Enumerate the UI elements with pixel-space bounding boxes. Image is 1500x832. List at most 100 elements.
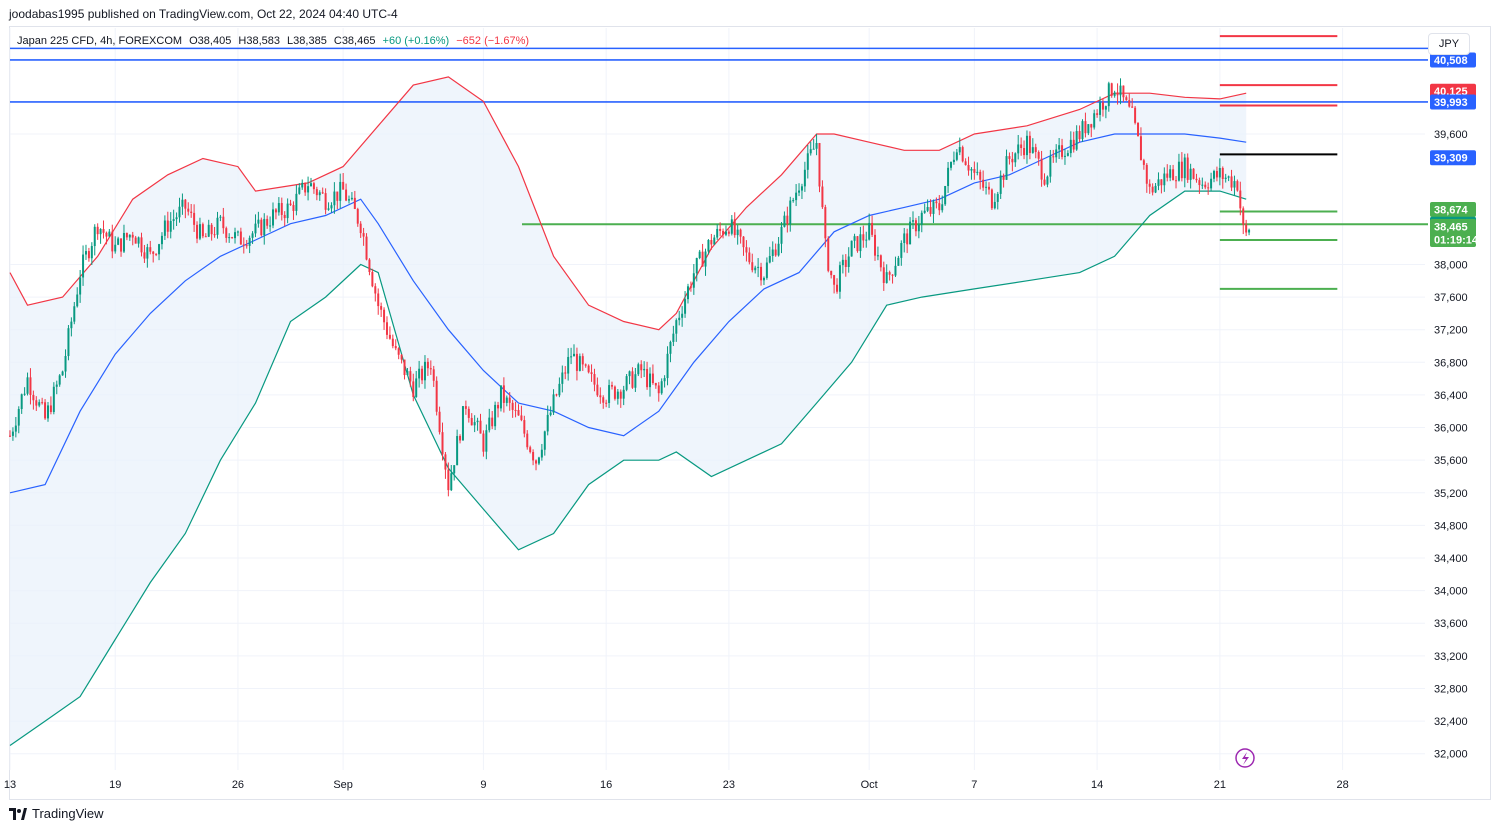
candle-body: [1145, 164, 1148, 184]
candle-body: [955, 152, 958, 160]
candle-body: [1113, 92, 1116, 96]
candle-body: [347, 199, 350, 201]
candle-body: [1186, 157, 1189, 180]
candle-body: [903, 233, 906, 244]
candle-body: [970, 169, 973, 171]
price-tag: [1430, 219, 1476, 248]
candle-body: [1075, 131, 1078, 150]
candle-body: [783, 215, 786, 227]
candle-body: [570, 356, 573, 358]
candle-body: [79, 277, 82, 295]
candle-body: [1236, 181, 1239, 191]
candle-body: [836, 284, 839, 292]
candle-body: [748, 252, 751, 263]
candle-body: [1055, 149, 1058, 158]
candle-body: [838, 265, 841, 292]
candle-body: [616, 391, 619, 399]
candle-body: [508, 397, 511, 403]
candle-body: [830, 270, 833, 276]
candle-body: [225, 228, 228, 238]
candle-body: [1090, 124, 1093, 128]
candle-body: [406, 371, 409, 376]
candle-body: [76, 294, 79, 307]
candle-body: [882, 267, 885, 283]
candle-body: [380, 306, 383, 310]
candle-body: [23, 393, 26, 395]
x-tick-label: 7: [971, 779, 977, 791]
candle-body: [1107, 83, 1110, 107]
candle-body: [1023, 148, 1026, 156]
candle-body: [120, 238, 123, 252]
countdown-label: 01:19:14: [1434, 235, 1479, 247]
candle-body: [207, 224, 210, 237]
candle-body: [558, 383, 561, 396]
tradingview-logo[interactable]: TradingView: [9, 806, 104, 821]
candle-body: [307, 186, 310, 193]
candle-body: [29, 377, 32, 395]
candle-body: [365, 236, 368, 260]
candle-body: [93, 226, 96, 247]
candle-body: [122, 232, 125, 252]
candle-body: [1239, 190, 1242, 209]
candle-body: [567, 356, 570, 374]
candle-body: [1049, 156, 1052, 177]
currency-button[interactable]: JPY: [1428, 33, 1470, 55]
candle-body: [1163, 173, 1166, 186]
candle-body: [672, 333, 675, 342]
candle-body: [58, 375, 61, 385]
candle-body: [327, 208, 330, 210]
candle-body: [426, 361, 429, 369]
candle-body: [371, 272, 374, 287]
candle-body: [958, 147, 961, 153]
candle-body: [985, 186, 988, 188]
candle-body: [874, 234, 877, 256]
candle-body: [456, 436, 459, 466]
candle-body: [727, 231, 730, 234]
candle-body: [239, 231, 242, 245]
candle-body: [196, 224, 199, 239]
candle-body: [990, 189, 993, 209]
candle-body: [1093, 113, 1096, 128]
candle-body: [497, 404, 500, 409]
candle-body: [894, 265, 897, 276]
candle-body: [660, 381, 663, 394]
lightning-icon[interactable]: [1235, 748, 1255, 768]
candle-body: [707, 240, 710, 252]
candle-body: [605, 402, 608, 404]
x-tick-label: 19: [109, 779, 121, 791]
candle-body: [631, 371, 634, 388]
candle-body: [269, 225, 272, 227]
candle-body: [800, 186, 803, 191]
candle-body: [231, 237, 234, 239]
candle-body: [1215, 171, 1218, 178]
candle-body: [111, 231, 114, 252]
candle-body: [815, 143, 818, 149]
candle-body: [809, 149, 812, 154]
candle-body: [1128, 100, 1131, 107]
y-tick-label: 32,800: [1434, 683, 1468, 695]
price-tag-label: 39,309: [1434, 153, 1468, 165]
candle-body: [415, 378, 418, 398]
candle-body: [803, 169, 806, 187]
candle-body: [61, 371, 64, 376]
candle-body: [134, 237, 137, 244]
candle-body: [321, 192, 324, 194]
y-tick-label: 34,400: [1434, 553, 1468, 565]
candle-body: [952, 159, 955, 163]
candle-body: [274, 209, 277, 213]
candle-body: [1198, 180, 1201, 186]
candle-body: [923, 210, 926, 213]
candle-body: [368, 259, 371, 273]
candle-body: [733, 219, 736, 236]
candle-body: [1151, 186, 1154, 193]
candle-body: [350, 197, 353, 200]
candle-body: [394, 346, 397, 349]
price-axis: 32,000 32,400 32,800 33,200 33,600 34,000 34,4…: [1434, 129, 1468, 761]
candle-body: [628, 371, 631, 377]
candle-body: [1116, 92, 1119, 96]
candle-body: [432, 369, 435, 381]
y-tick-label: 38,000: [1434, 259, 1468, 271]
candle-body: [44, 402, 47, 419]
candle-body: [1139, 136, 1142, 161]
